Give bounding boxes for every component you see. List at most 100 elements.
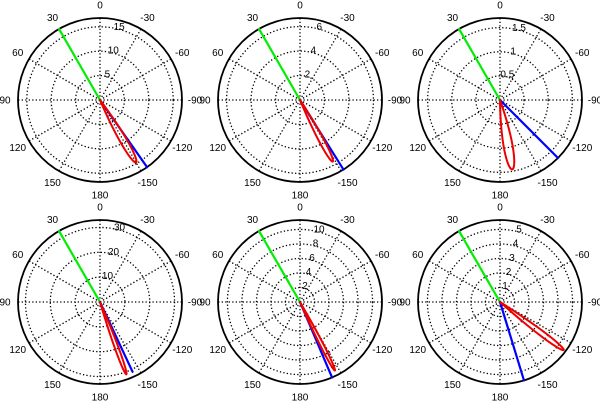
- radius-tick-label: 2: [302, 281, 308, 292]
- angle-tick-label: -90: [188, 298, 203, 309]
- angle-tick-label: 150: [244, 380, 261, 391]
- angle-tick-label: 30: [247, 13, 259, 24]
- angle-tick-label: 90: [399, 298, 411, 309]
- angle-tick-label: 30: [47, 215, 59, 226]
- radius-tick-label: 5: [105, 69, 111, 80]
- angle-tick-label: 150: [244, 178, 261, 189]
- angle-tick-label: 60: [12, 250, 24, 261]
- polar-outer-circle: [417, 219, 583, 385]
- angle-tick-label: 180: [292, 191, 309, 202]
- radius-tick-label: 3: [509, 253, 515, 264]
- angle-tick-label: -30: [340, 215, 355, 226]
- angle-gridline: [428, 99, 501, 142]
- polar-chart-4: 0 30 60 90 120 150 180 -150 -120 -90 -60 -30 10 20 30: [0, 203, 203, 404]
- angle-tick-label: 150: [44, 380, 61, 391]
- angle-tick-label: -30: [140, 215, 155, 226]
- angle-tick-label: -90: [588, 298, 600, 309]
- angle-gridline: [258, 301, 301, 374]
- angle-tick-label: 180: [292, 393, 309, 404]
- angle-tick-label: 60: [12, 48, 24, 59]
- series-ray: [498, 300, 526, 382]
- angle-tick-label: -60: [175, 48, 190, 59]
- angle-tick-label: -30: [340, 13, 355, 24]
- radius-tick-label: 2: [506, 267, 512, 278]
- angle-gridline: [99, 230, 142, 303]
- angle-tick-label: -60: [375, 48, 390, 59]
- radius-gridline: [250, 50, 350, 150]
- series-lobe: [99, 99, 138, 164]
- angle-tick-label: 120: [209, 143, 226, 154]
- radius-tick-label: 30: [114, 223, 126, 234]
- radius-gridline: [49, 251, 151, 353]
- radius-tick-label: 0.5: [500, 70, 514, 81]
- radius-tick-label: 10: [102, 271, 114, 282]
- radius-gridline: [226, 228, 374, 376]
- radius-tick-label: 1.5: [512, 23, 526, 34]
- angle-gridline: [458, 301, 501, 374]
- series-ray: [498, 98, 560, 160]
- angle-tick-label: -30: [140, 13, 155, 24]
- polar-outer-circle: [217, 17, 383, 183]
- angle-tick-label: 120: [9, 345, 26, 356]
- angle-gridline: [28, 99, 101, 142]
- angle-tick-label: -120: [572, 143, 592, 154]
- radius-gridline: [74, 74, 126, 126]
- angle-tick-label: 90: [199, 96, 211, 107]
- angle-gridline: [299, 58, 372, 101]
- angle-tick-label: 90: [399, 96, 411, 107]
- angle-gridline: [258, 99, 301, 172]
- angle-tick-label: -60: [575, 48, 590, 59]
- polar-chart-3: 0 30 60 90 120 150 180 -150 -120 -90 -60 -30 0.5 1 1.5: [399, 1, 600, 202]
- angle-tick-label: 150: [44, 178, 61, 189]
- radius-tick-label: 2: [305, 69, 311, 80]
- series-lobe: [499, 99, 516, 171]
- radius-tick-label: 6: [309, 253, 315, 264]
- angle-gridline: [58, 99, 101, 172]
- series-ray: [457, 27, 502, 102]
- radius-gridline: [24, 226, 176, 378]
- series-ray: [257, 229, 302, 304]
- angle-tick-label: 180: [92, 393, 109, 404]
- radius-gridline: [241, 243, 359, 361]
- angle-tick-label: -120: [372, 143, 392, 154]
- radius-tick-label: 4: [311, 46, 317, 57]
- angle-tick-label: 30: [447, 13, 459, 24]
- angle-tick-label: -120: [372, 345, 392, 356]
- angle-tick-label: -30: [540, 13, 555, 24]
- angle-gridline: [299, 28, 342, 101]
- series-lobe: [299, 301, 337, 372]
- angle-tick-label: -150: [337, 178, 357, 189]
- angle-tick-label: 30: [447, 215, 459, 226]
- polar-chart-5: 0 30 60 90 120 150 180 -150 -120 -90 -60 -30 2 4 6 8 10: [199, 203, 402, 404]
- radius-tick-label: 4: [306, 267, 312, 278]
- radius-gridline: [50, 50, 150, 150]
- angle-gridline: [99, 58, 172, 101]
- series-lobe: [499, 301, 565, 352]
- angle-tick-label: 90: [199, 298, 211, 309]
- radius-gridline: [74, 276, 126, 328]
- angle-tick-label: 0: [97, 1, 103, 12]
- radius-gridline: [451, 51, 549, 149]
- angle-gridline: [228, 301, 301, 344]
- angle-tick-label: 60: [212, 250, 224, 261]
- series-ray: [457, 229, 502, 304]
- angle-tick-label: -150: [537, 380, 557, 391]
- radius-tick-label: 8: [313, 239, 319, 250]
- angle-tick-label: -150: [137, 380, 157, 391]
- radius-tick-label: 6: [316, 22, 322, 33]
- radius-gridline: [484, 286, 516, 318]
- angle-tick-label: -60: [375, 250, 390, 261]
- series-lobe: [99, 301, 128, 376]
- angle-tick-label: 60: [412, 48, 424, 59]
- angle-tick-label: -60: [175, 250, 190, 261]
- radius-tick-label: 5: [516, 225, 522, 236]
- series-ray: [57, 229, 102, 304]
- radius-gridline: [255, 257, 345, 347]
- radius-gridline: [26, 26, 174, 174]
- angle-gridline: [99, 99, 172, 142]
- angle-tick-label: 0: [497, 203, 503, 214]
- angle-tick-label: 0: [297, 203, 303, 214]
- polar-outer-circle: [217, 219, 383, 385]
- angle-gridline: [28, 301, 101, 344]
